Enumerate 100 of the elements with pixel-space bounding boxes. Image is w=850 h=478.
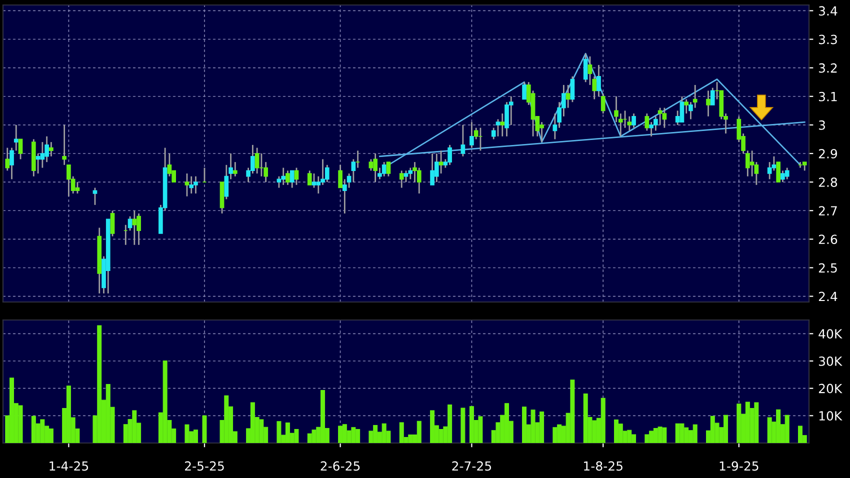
bar [48,428,54,443]
bar [644,434,650,443]
bar [31,416,36,443]
candlestick [189,176,194,194]
x-tick-label: 2-7-25 [452,461,492,471]
candlestick [460,124,466,158]
candlestick [386,161,391,178]
candlestick [281,167,286,186]
candlestick [706,90,710,118]
candlestick [404,170,408,183]
candlestick [368,158,374,172]
bar [478,416,483,443]
candlestick [294,167,299,186]
bar [614,419,619,443]
x-tick-label: 2-6-25 [320,461,360,471]
candlestick [184,172,190,198]
candlestick [583,52,588,83]
candlestick [448,144,452,166]
bar [662,427,667,443]
bar [259,419,264,443]
bar [570,380,575,443]
bar [784,414,790,443]
y-tick-label: 2.7 [818,206,837,216]
candlestick [658,107,662,126]
y-tick-label: 3.4 [818,6,838,16]
y-tick-label: 3 [818,120,825,130]
y-tick-label: 20K [818,384,842,394]
y-tick-label: 40K [818,329,842,339]
candlestick [754,161,759,186]
candlestick [307,170,312,186]
bar [522,406,527,443]
bar [294,429,299,443]
y-tick-label: 2.5 [818,263,837,273]
candlestick [286,170,290,186]
bar [342,424,347,443]
candlestick [49,141,54,158]
bar [618,424,623,443]
candlestick [399,170,404,188]
candlestick [373,152,378,183]
x-tick-label: 1-4-25 [50,461,88,471]
y-tick-label: 2.6 [818,234,838,244]
bar [399,422,404,443]
bar [351,427,356,443]
bar [460,408,466,443]
bar [193,430,198,443]
bar [767,417,772,443]
candlestick [254,147,260,174]
candlestick [662,107,667,128]
bar [658,426,662,443]
candlestick [522,81,526,100]
candlestick [36,152,40,174]
candlestick [632,112,636,128]
bar [754,402,759,443]
x-tick-label: 2-5-25 [185,461,224,471]
bar [430,410,435,443]
bar [552,427,558,443]
candlestick [382,161,386,178]
bar [312,430,316,443]
candlestick [110,210,115,238]
bar [276,421,282,443]
y-tick-label: 2.9 [818,148,838,158]
candlestick [566,84,570,109]
x-tick-label: 1-8-25 [584,461,622,471]
bar [184,424,190,443]
bar [680,423,684,443]
bar [469,406,474,443]
candlestick [596,64,601,98]
y-tick-label: 3.2 [818,63,837,73]
bar [600,398,606,443]
y-tick-label: 3.3 [818,34,837,44]
candlestick [500,112,505,138]
y-tick-label: 2.4 [818,292,838,302]
bar [202,415,207,443]
candlestick [132,210,137,246]
candlestick [680,96,684,123]
candlestick [232,161,238,178]
candlestick [438,150,444,174]
bar [438,429,444,443]
candlestick [290,170,294,188]
bar [745,402,750,443]
y-tick-label: 3.1 [818,92,837,102]
bar [736,404,742,443]
candlestick [784,167,790,180]
bar [285,422,290,443]
bar [692,424,698,443]
candlestick [75,181,80,194]
candlestick [496,118,500,138]
bar [530,410,536,443]
bar [18,405,23,443]
x-tick-label: 1-9-25 [720,461,758,471]
candlestick [767,161,772,180]
candlestick [312,172,316,188]
candlestick [434,152,439,183]
y-tick-label: 30K [818,356,842,366]
bar [416,420,422,443]
candlestick [470,121,474,148]
bar [338,426,343,443]
y-tick-label: 2.8 [818,178,838,187]
candlestick [776,162,781,182]
y-tick-label: 10K [819,411,842,421]
